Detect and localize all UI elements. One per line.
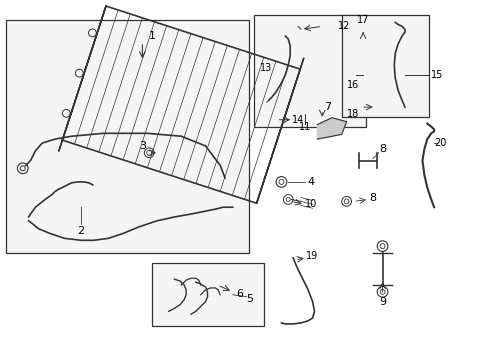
Text: 9: 9 [378,297,386,307]
Text: 1: 1 [148,31,155,41]
Text: 13: 13 [259,63,271,73]
Text: 6: 6 [236,289,243,299]
Bar [254,15,366,126]
Text: 18: 18 [346,109,359,119]
Text: 8: 8 [378,144,386,154]
Text: 16: 16 [346,80,359,90]
Text: 12: 12 [337,21,349,31]
Polygon shape [317,118,346,139]
Text: 11: 11 [298,122,310,131]
Text: 15: 15 [430,70,442,80]
Text: 3: 3 [139,141,145,151]
Text: 8: 8 [368,193,376,203]
Text: 7: 7 [323,102,330,112]
Text: 14: 14 [291,115,304,125]
Text: 2: 2 [78,226,84,235]
Bar [152,263,264,326]
Bar [341,15,428,117]
Bar [6,19,249,253]
Text: 5: 5 [245,294,252,303]
Text: 10: 10 [304,199,316,209]
Text: 17: 17 [356,14,368,24]
Text: 4: 4 [306,177,314,187]
Text: 20: 20 [434,138,446,148]
Text: 19: 19 [306,251,318,261]
